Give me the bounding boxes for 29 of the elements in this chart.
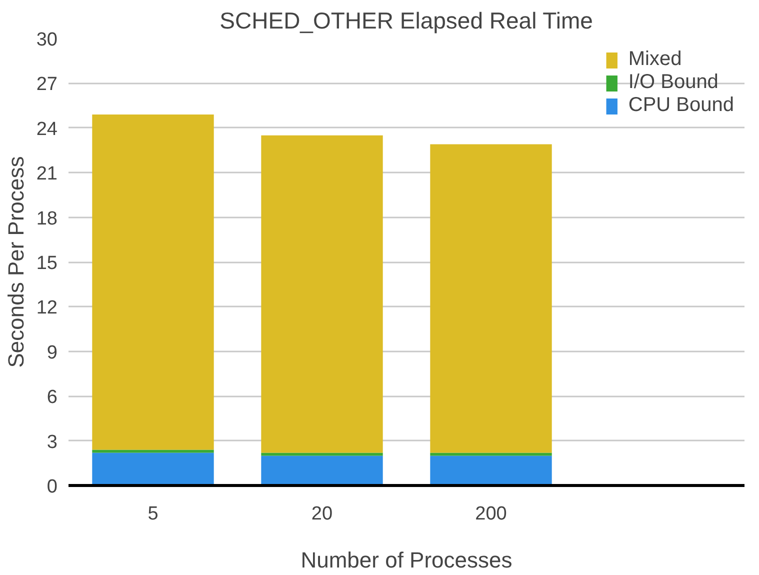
bar [92, 450, 214, 453]
legend-label: Mixed [628, 48, 682, 71]
x-tick-label: 5 [148, 504, 158, 524]
y-tick-label: 18 [36, 208, 58, 230]
y-tick-label: 30 [36, 30, 58, 50]
bar [261, 456, 383, 486]
y-tick-label: 27 [36, 74, 58, 96]
y-tick-label: 15 [36, 253, 58, 274]
y-tick-label: 12 [36, 298, 58, 319]
bar [92, 452, 214, 486]
y-tick-label: 3 [46, 432, 58, 453]
y-tick-label: 9 [46, 342, 58, 364]
chart-title: SCHED_OTHER Elapsed Real Time [220, 8, 593, 34]
x-tick-label: 20 [311, 504, 333, 524]
bar [430, 452, 552, 456]
bar [261, 452, 383, 456]
x-tick-label: 200 [475, 504, 507, 524]
y-tick-label: 24 [36, 118, 58, 140]
legend-label: CPU Bound [628, 94, 734, 117]
bar [430, 144, 552, 453]
bar [430, 456, 552, 486]
bar [261, 135, 383, 453]
y-tick-label: 21 [36, 164, 58, 185]
x-axis-title: Number of Processes [300, 548, 512, 572]
legend-label: I/O Bound [628, 71, 718, 94]
y-axis-title: Seconds Per Process [3, 156, 28, 368]
bar [92, 114, 214, 450]
y-tick-label: 6 [46, 387, 58, 408]
y-tick-label: 0 [46, 476, 58, 498]
